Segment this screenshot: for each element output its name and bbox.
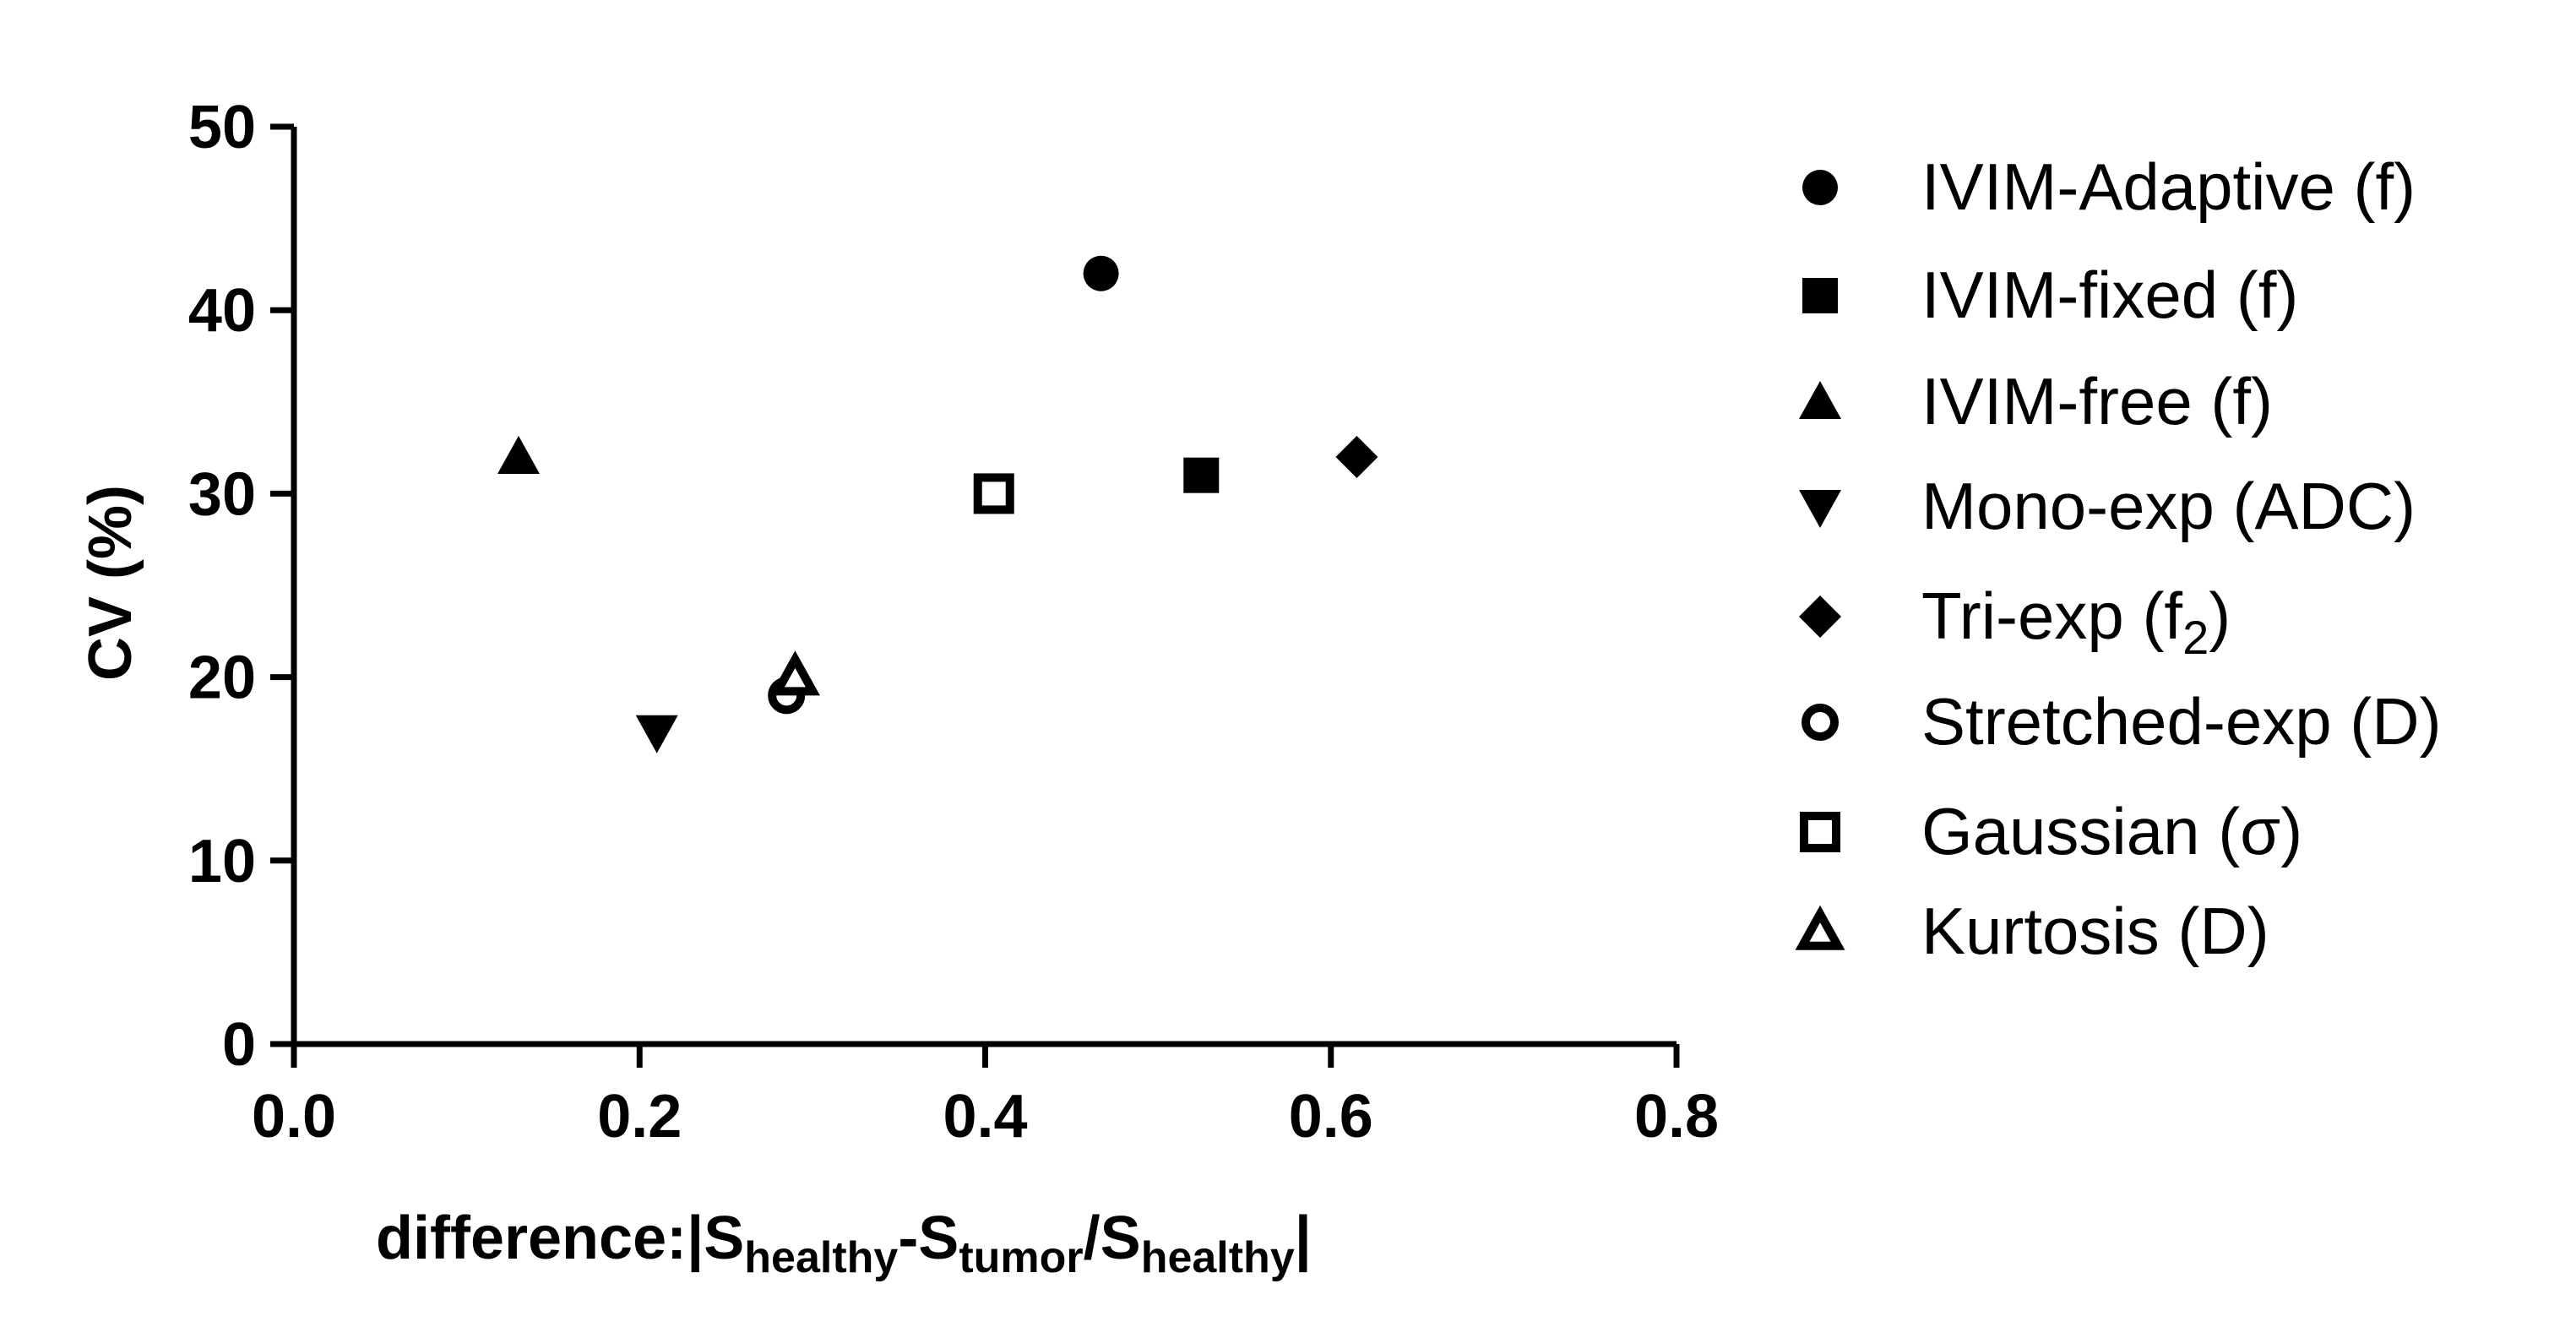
legend: IVIM-Adaptive (f) IVIM-fixed (f) IVIM-free… <box>1795 150 2442 968</box>
legend-label-main: Tri-exp (f <box>1921 579 2182 653</box>
point-tri-exp-f2 <box>1335 435 1378 478</box>
y-tick-label: 40 <box>188 277 256 345</box>
point-ivim-adaptive-f <box>1083 255 1119 291</box>
legend-marker-stretched-exp-d <box>1802 704 1839 741</box>
legend-label-ivim-free-f: IVIM-free (f) <box>1921 364 2273 438</box>
legend-marker-ivim-adaptive-f <box>1802 170 1838 205</box>
x-axis-label-sub2: tumor <box>959 1233 1083 1282</box>
legend-marker-gaussian <box>1800 812 1840 852</box>
legend-marker-tri-exp-f2 <box>1799 596 1841 638</box>
data-points <box>497 255 1378 753</box>
x-axis-label-sub3: healthy <box>1141 1233 1295 1282</box>
legend-label-gaussian: Gaussian (σ) <box>1921 794 2302 868</box>
ticks: 0 10 20 30 40 50 0.0 0.2 0.4 0.6 0.8 <box>188 94 1719 1150</box>
x-axis-label-mid1: -S <box>898 1205 959 1272</box>
y-tick-label: 30 <box>188 460 256 528</box>
legend-marker-ivim-free-f <box>1799 381 1841 419</box>
legend-label-ivim-fixed-f: IVIM-fixed (f) <box>1921 258 2298 332</box>
x-axis-label: difference:|Shealthy-Stumor/Shealthy| <box>376 1205 1312 1282</box>
x-axis-label-suffix: | <box>1295 1205 1312 1272</box>
point-kurtosis-d <box>769 650 820 696</box>
x-tick-label: 0.8 <box>1634 1083 1719 1150</box>
x-axis-label-mid2: /S <box>1084 1205 1141 1272</box>
point-ivim-fixed-f <box>1183 457 1220 493</box>
x-axis-label-sub1: healthy <box>744 1233 898 1282</box>
legend-label-kurtosis-d: Kurtosis (D) <box>1921 894 2269 968</box>
x-tick-label: 0.0 <box>252 1083 336 1150</box>
legend-label-tri-exp-f2: Tri-exp (f2) <box>1921 579 2231 664</box>
legend-label-mono-exp-adc: Mono-exp (ADC) <box>1921 469 2416 543</box>
y-tick-label: 50 <box>188 94 256 161</box>
legend-label-end: ) <box>2209 579 2231 653</box>
x-tick-label: 0.2 <box>597 1083 682 1150</box>
y-tick-label: 10 <box>188 828 256 895</box>
x-axis-label-prefix: difference:|S <box>376 1205 744 1272</box>
legend-label-stretched-exp-d: Stretched-exp (D) <box>1921 684 2442 759</box>
point-ivim-free-f <box>497 435 541 474</box>
axes <box>291 127 1677 1047</box>
legend-marker-ivim-fixed-f <box>1802 278 1838 313</box>
y-tick-label: 0 <box>222 1011 256 1079</box>
point-gaussian <box>973 473 1014 514</box>
x-tick-label: 0.4 <box>943 1083 1027 1150</box>
y-tick-label: 20 <box>188 645 256 712</box>
y-axis-label: CV (%) <box>77 485 144 681</box>
legend-label-ivim-adaptive-f: IVIM-Adaptive (f) <box>1921 150 2416 224</box>
legend-label-subscript: 2 <box>2182 611 2209 664</box>
point-mono-exp-adc <box>635 715 678 753</box>
legend-marker-mono-exp-adc <box>1799 490 1841 528</box>
x-tick-label: 0.6 <box>1289 1083 1373 1150</box>
legend-marker-kurtosis-d <box>1795 905 1845 950</box>
